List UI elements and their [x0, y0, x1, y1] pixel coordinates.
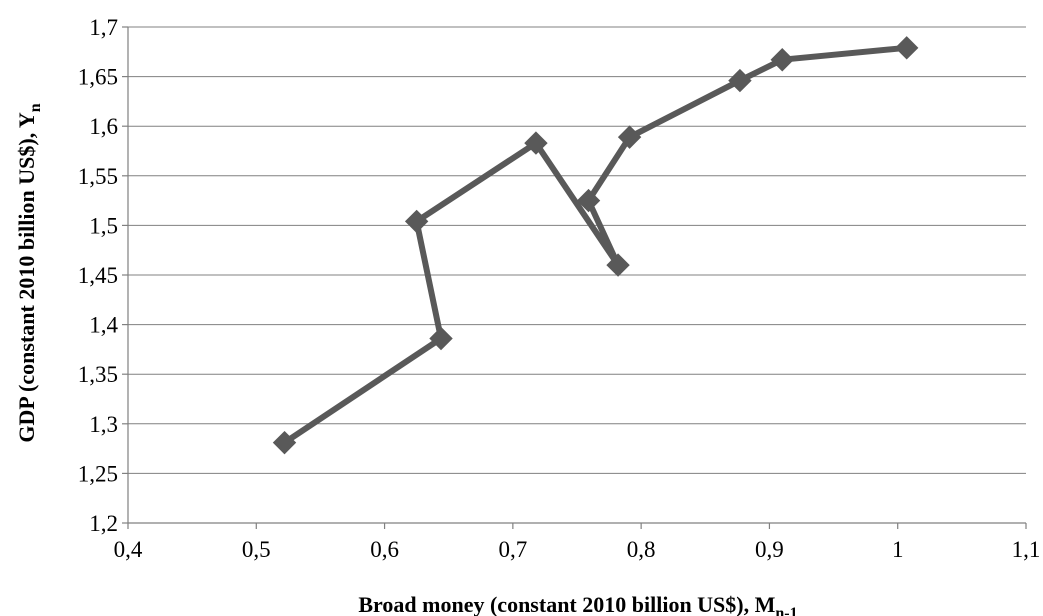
data-point-marker: [770, 48, 794, 72]
y-tick-label: 1,65: [78, 65, 118, 90]
y-tick-label: 1,7: [89, 15, 118, 40]
y-tick-label: 1,25: [78, 461, 118, 486]
x-tick-label: 1,1: [1012, 537, 1041, 562]
data-point-marker: [894, 36, 919, 60]
x-tick-label: 1: [892, 537, 904, 562]
y-tick-label: 1,45: [78, 263, 118, 288]
x-tick-label: 0,5: [242, 537, 271, 562]
series-group: [272, 36, 919, 455]
x-tick-label: 0,8: [627, 537, 656, 562]
y-axis-label: GDP (constant 2010 billion US$), Yn: [14, 103, 44, 442]
data-point-marker: [728, 68, 752, 93]
y-tick-labels: 1,2 1,25 1,3 1,35 1,4 1,45 1,5 1,55 1,6 1,65 1,7: [78, 15, 119, 536]
y-tick-label: 1,55: [78, 164, 118, 189]
data-point-marker: [606, 253, 630, 277]
x-tick-label: 0,7: [498, 537, 527, 562]
x-tick-label: 0,9: [755, 537, 784, 562]
y-tick-label: 1,4: [89, 313, 118, 338]
x-tick-labels: 0,4 0,5 0,6 0,7 0,8 0,9 1 1,1: [114, 537, 1041, 562]
data-point-marker: [576, 188, 601, 213]
gridlines: [128, 26, 1026, 474]
x-axis-label: Broad money (constant 2010 billion US$),…: [358, 592, 797, 616]
y-tick-label: 1,6: [89, 114, 118, 139]
x-tick-label: 0,6: [370, 537, 399, 562]
y-tick-label: 1,35: [78, 362, 118, 387]
data-point-marker: [272, 430, 297, 455]
data-point-marker: [617, 125, 642, 149]
axes: [122, 26, 1027, 529]
x-tick-label: 0,4: [114, 537, 143, 562]
y-tick-label: 1,2: [89, 511, 118, 536]
y-tick-label: 1,5: [89, 213, 118, 238]
data-point-marker: [429, 326, 453, 351]
y-tick-label: 1,3: [89, 412, 118, 437]
data-point-marker: [404, 209, 429, 234]
data-point-marker: [524, 131, 548, 155]
series-line: [281, 44, 910, 446]
